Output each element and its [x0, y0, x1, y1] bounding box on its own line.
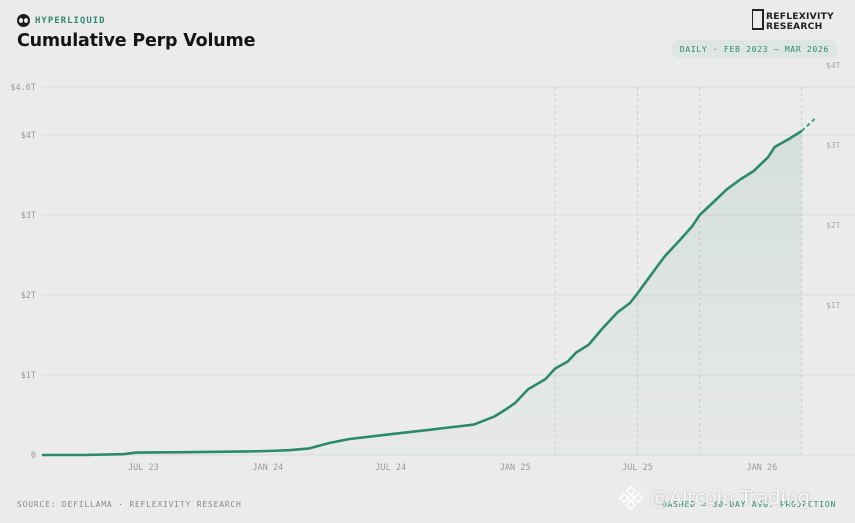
- brand: HYPERLIQUID: [17, 14, 106, 27]
- logo-line1: REFLEXIVITY: [766, 11, 834, 22]
- brand-label: HYPERLIQUID: [35, 15, 106, 26]
- right-tick-label: $3T: [826, 141, 841, 150]
- watermark-text: @Altcoin Trading: [650, 487, 810, 509]
- chart-title: Cumulative Perp Volume: [17, 31, 256, 51]
- y-tick-label: $4.6T: [10, 83, 36, 93]
- x-tick-label: JAN 25: [500, 463, 531, 473]
- x-tick-label: JUL 23: [128, 463, 159, 473]
- right-tick-label: $4T: [826, 61, 841, 70]
- y-tick-label: $3T: [21, 211, 36, 221]
- projection-line: [801, 118, 816, 132]
- y-tick-label: $1T: [21, 371, 36, 381]
- y-tick-label: $2T: [21, 291, 36, 301]
- logo-line2: RESEARCH: [766, 21, 822, 31]
- y-tick-label: $4T: [21, 131, 36, 141]
- hyperliquid-logo-icon: [17, 14, 30, 27]
- watermark: @Altcoin Trading: [618, 485, 810, 511]
- reflexivity-logo: REFLEXIVITY RESEARCH: [752, 9, 842, 31]
- x-tick-label: JUL 24: [375, 463, 406, 473]
- area-fill: [42, 131, 802, 455]
- x-tick-label: JAN 24: [252, 463, 283, 473]
- logo-mark-icon: [752, 9, 764, 30]
- right-tick-label: $1T: [826, 301, 841, 310]
- series-line: [42, 129, 803, 457]
- right-tick-label: $2T: [826, 221, 841, 230]
- x-tick-label: JUL 25: [622, 463, 653, 473]
- projection-note: DASHED = 30-DAY AVG. PROJECTION: [662, 500, 837, 509]
- date-range-badge: DAILY · FEB 2023 — MAR 2026: [670, 40, 838, 58]
- y-tick-label: 0: [31, 451, 36, 461]
- binance-icon: [618, 485, 644, 511]
- x-tick-label: JAN 26: [746, 463, 777, 473]
- source-note: SOURCE: DEFILLAMA · REFLEXIVITY RESEARCH: [17, 500, 242, 509]
